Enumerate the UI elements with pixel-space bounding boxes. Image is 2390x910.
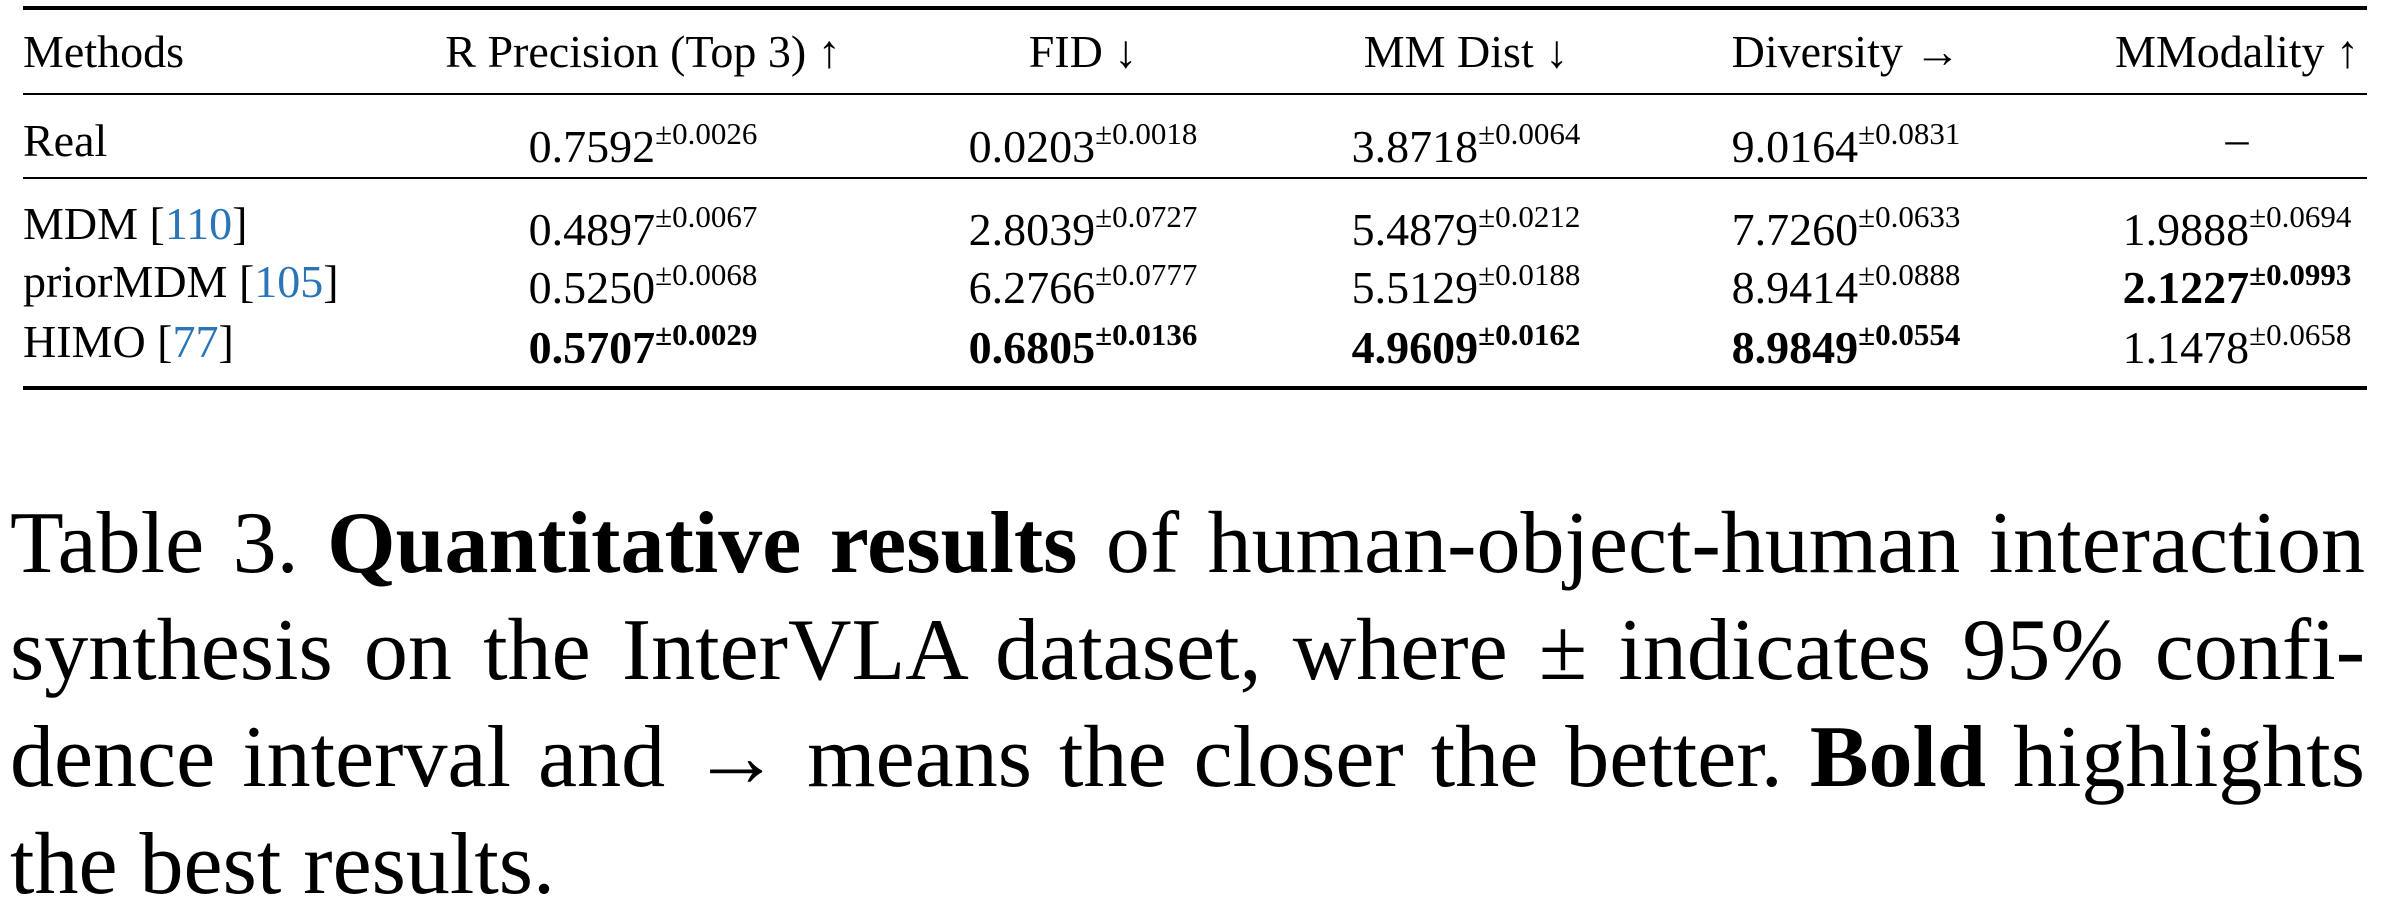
value-cell: 9.0164±0.0831 xyxy=(1731,118,1961,172)
value-cell: 8.9849±0.0554 xyxy=(1731,319,1961,373)
method-cell: MDM [110] xyxy=(23,201,247,247)
confidence: ±0.0658 xyxy=(2249,317,2352,352)
value: 2.1227 xyxy=(2122,262,2250,313)
method-text: HIMO [ xyxy=(23,316,173,367)
value-cell: 7.7260±0.0633 xyxy=(1731,201,1961,255)
value-cell: 2.1227±0.0993 xyxy=(2122,259,2352,313)
value-cell: 3.8718±0.0064 xyxy=(1351,118,1581,172)
confidence: ±0.0212 xyxy=(1478,199,1581,234)
caption-text: synthesis on the InterVLA dataset, where… xyxy=(10,602,2365,699)
value: 0.5250 xyxy=(528,262,656,313)
confidence: ±0.0831 xyxy=(1858,116,1961,151)
value: – xyxy=(2225,113,2249,164)
confidence: ±0.0188 xyxy=(1478,257,1581,292)
caption-line: synthesis on the InterVLA dataset, where… xyxy=(10,607,2365,695)
value-cell: 0.5707±0.0029 xyxy=(528,319,758,373)
confidence: ±0.0993 xyxy=(2249,257,2352,292)
method-text: Real xyxy=(23,115,108,166)
caption-bold: Quantitative results xyxy=(327,495,1078,592)
header-cell: MModality ↑ xyxy=(2114,26,2360,77)
value-cell: – xyxy=(2226,116,2249,162)
value: 5.5129 xyxy=(1351,262,1479,313)
header-cell: MM Dist ↓ xyxy=(1363,26,1569,77)
value-cell: 0.7592±0.0026 xyxy=(528,118,758,172)
value: 1.1478 xyxy=(2122,322,2250,373)
value: 8.9414 xyxy=(1731,262,1859,313)
value: 1.9888 xyxy=(2122,204,2250,255)
confidence: ±0.0068 xyxy=(655,257,758,292)
value: 0.5707 xyxy=(528,322,656,373)
method-text: ] xyxy=(232,198,248,249)
value: 0.7592 xyxy=(528,121,656,172)
header-cell: FID ↓ xyxy=(1028,26,1138,77)
caption-line: the best results. xyxy=(10,821,2365,909)
value: 7.7260 xyxy=(1731,204,1859,255)
method-text: ] xyxy=(218,316,234,367)
confidence: ±0.0694 xyxy=(2249,199,2352,234)
value-cell: 0.5250±0.0068 xyxy=(528,259,758,313)
value-cell: 8.9414±0.0888 xyxy=(1731,259,1961,313)
value: 6.2766 xyxy=(968,262,1096,313)
header-cell: Diversity → xyxy=(1731,26,1961,77)
value: 3.8718 xyxy=(1351,121,1479,172)
value: 0.0203 xyxy=(968,121,1096,172)
method-text: MDM [ xyxy=(23,198,165,249)
value-cell: 4.9609±0.0162 xyxy=(1351,319,1581,373)
confidence: ±0.0029 xyxy=(655,317,758,352)
value-cell: 0.6805±0.0136 xyxy=(968,319,1198,373)
group-rule xyxy=(23,177,2367,179)
confidence: ±0.0018 xyxy=(1095,116,1198,151)
value-cell: 5.4879±0.0212 xyxy=(1351,201,1581,255)
confidence: ±0.0067 xyxy=(655,199,758,234)
method-text: priorMDM [ xyxy=(23,256,255,307)
caption-text: the best results. xyxy=(10,816,556,910)
value-cell: 5.5129±0.0188 xyxy=(1351,259,1581,313)
value: 9.0164 xyxy=(1731,121,1859,172)
confidence: ±0.0633 xyxy=(1858,199,1961,234)
confidence: ±0.0888 xyxy=(1858,257,1961,292)
value: 4.9609 xyxy=(1351,322,1479,373)
caption-text: of human-object-human interaction xyxy=(1077,495,2365,592)
value-cell: 0.0203±0.0018 xyxy=(968,118,1198,172)
value-cell: 1.1478±0.0658 xyxy=(2122,319,2352,373)
caption-text: dence interval and → means the closer th… xyxy=(10,709,1810,806)
confidence: ±0.0162 xyxy=(1478,317,1581,352)
confidence: ±0.0136 xyxy=(1095,317,1198,352)
method-text: ] xyxy=(323,256,339,307)
caption-bold: Bold xyxy=(1809,709,1986,806)
method-cell: priorMDM [105] xyxy=(23,259,339,305)
confidence: ±0.0554 xyxy=(1858,317,1961,352)
citation-link[interactable]: 77 xyxy=(172,316,219,367)
confidence: ±0.0727 xyxy=(1095,199,1198,234)
confidence: ±0.0777 xyxy=(1095,257,1198,292)
header-rule xyxy=(23,93,2367,95)
caption-line: Table 3. Quantitative results of human-o… xyxy=(10,500,2365,588)
header-cell: R Precision (Top 3) ↑ xyxy=(445,26,841,77)
confidence: ±0.0026 xyxy=(655,116,758,151)
value-cell: 1.9888±0.0694 xyxy=(2122,201,2352,255)
value: 2.8039 xyxy=(968,204,1096,255)
header-cell: Methods xyxy=(23,26,184,77)
value: 0.6805 xyxy=(968,322,1096,373)
top-rule xyxy=(23,6,2367,10)
caption-line: dence interval and → means the closer th… xyxy=(10,714,2365,802)
confidence: ±0.0064 xyxy=(1478,116,1581,151)
caption-text: highlights xyxy=(1985,709,2365,806)
value: 8.9849 xyxy=(1731,322,1859,373)
caption-text: Table 3. xyxy=(10,495,328,592)
bottom-rule xyxy=(23,386,2367,390)
citation-link[interactable]: 110 xyxy=(164,198,233,249)
method-cell: Real xyxy=(23,118,107,164)
value: 0.4897 xyxy=(528,204,656,255)
value: 5.4879 xyxy=(1351,204,1479,255)
value-cell: 0.4897±0.0067 xyxy=(528,201,758,255)
citation-link[interactable]: 105 xyxy=(254,256,324,307)
value-cell: 2.8039±0.0727 xyxy=(968,201,1198,255)
value-cell: 6.2766±0.0777 xyxy=(968,259,1198,313)
method-cell: HIMO [77] xyxy=(23,319,234,365)
